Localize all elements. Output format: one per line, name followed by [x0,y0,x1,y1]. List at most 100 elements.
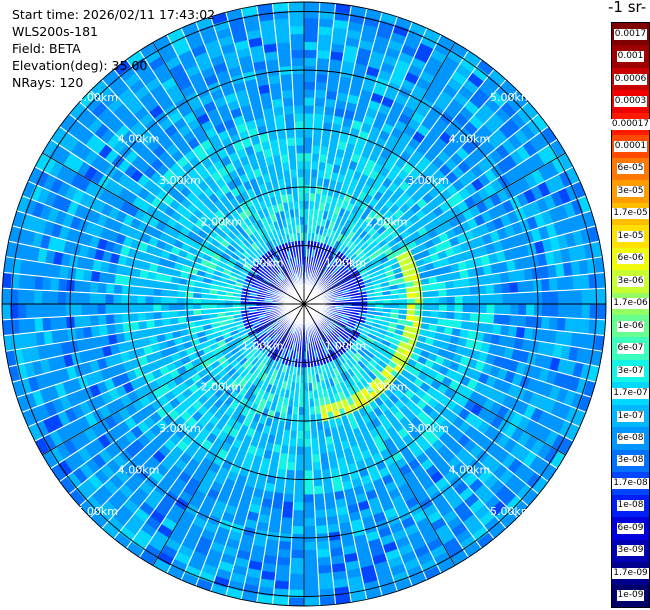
gate-cell [290,41,305,51]
gate-cell [278,57,292,68]
gate-cell [315,525,329,535]
gate-cell [287,597,305,607]
gate-cell [517,280,527,293]
gate-cell [25,289,35,305]
colorbar-label: 1.7e-09 [612,567,649,579]
gate-cell [573,303,583,319]
gate-cell [17,303,27,320]
range-label: 2.00km [200,381,242,394]
gate-cell [316,540,330,551]
gate-cell [541,290,551,305]
gate-cell [105,283,115,295]
gate-cell [279,73,293,83]
gate-cell [97,282,107,294]
gate-cell [484,322,494,335]
gate-cell [105,293,114,305]
gate-cell [145,311,155,321]
gate-cell [303,422,311,432]
gate-cell [493,283,503,295]
colorbar-level: 1e-07 [612,404,649,428]
gate-cell [41,276,52,291]
gate-cell [81,315,91,328]
gate-cell [297,422,305,432]
range-label: 4.00km [118,463,160,476]
gate-cell [565,289,575,305]
gate-cell [317,33,333,44]
gate-cell [317,26,334,36]
colorbar-level: 1e-08 [612,494,649,518]
gate-cell [303,17,320,27]
colorbar-label: 1e-09 [616,590,645,602]
gate-cell [276,556,291,567]
gate-cell [509,281,519,294]
colorbar-label: 1.7e-05 [612,208,649,220]
gate-cell [41,317,52,332]
range-label: 1.00km [325,257,367,270]
colorbar-level: 3e-06 [612,270,649,293]
gate-cell [289,565,305,575]
gate-cell [41,303,51,318]
gate-cell [176,303,186,311]
gate-cell [291,73,305,82]
gate-cell [289,573,305,583]
gate-cell [278,540,292,551]
colorbar-level: 0.0017 [612,23,649,46]
gate-cell [160,303,170,312]
gate-cell [293,494,305,503]
colorbar-label: 6e-06 [616,253,645,265]
gate-cell [1,303,11,321]
gate-cell [323,106,336,116]
colorbar-level: 6e-06 [612,247,649,271]
gate-cell [277,548,292,559]
gate-cell [316,49,331,60]
gate-cell [288,17,305,27]
colorbar-level: 6e-09 [612,517,649,540]
gate-cell [303,549,318,559]
colorbar-level: 6e-05 [612,157,649,181]
gate-cell [314,509,327,519]
gate-cell [313,113,325,123]
gate-cell [313,105,325,115]
gate-cell [106,323,116,336]
range-label: 3.00km [159,174,201,187]
colorbar-label: 3e-06 [616,275,645,287]
range-label: 5.00km [490,505,532,518]
gate-cell [316,548,331,559]
gate-cell [317,564,333,575]
gate-cell [129,312,139,323]
gate-cell [303,128,314,138]
colorbar-label: 3e-09 [616,545,645,557]
gate-cell [136,303,146,313]
gate-cell [564,275,575,291]
gate-cell [540,278,551,292]
gate-cell [322,114,335,124]
colorbar-level: 0.0003 [612,90,649,113]
colorbar-label: 1.7e-07 [612,388,649,400]
gate-cell [470,303,480,314]
colorbar-label: 6e-09 [616,522,645,534]
gate-cell [286,137,296,147]
gate-cell [318,18,335,28]
gate-cell [33,275,44,291]
gate-cell [292,89,305,98]
gate-cell [184,303,194,311]
range-label: 1.00km [242,339,284,352]
gate-cell [313,493,325,503]
gate-cell [454,303,464,313]
gate-cell [303,81,316,90]
gate-cell [273,18,290,28]
gate-cell [557,303,567,318]
gate-cell [303,105,315,114]
gate-cell [98,271,108,284]
gate-cell [144,303,154,313]
gate-cell [312,461,322,471]
gate-cell [97,303,106,316]
gate-cell [303,97,316,106]
gate-cell [303,1,321,11]
colorbar-label: 6e-07 [616,343,645,355]
gate-cell [57,278,68,292]
gate-cell [303,89,316,98]
gate-cell [25,303,35,319]
gate-cell [297,414,305,424]
